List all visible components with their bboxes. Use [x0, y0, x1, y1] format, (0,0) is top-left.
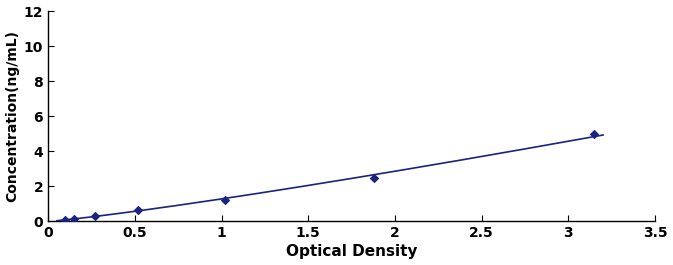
- Y-axis label: Concentration(ng/mL): Concentration(ng/mL): [5, 30, 20, 202]
- X-axis label: Optical Density: Optical Density: [286, 244, 417, 259]
